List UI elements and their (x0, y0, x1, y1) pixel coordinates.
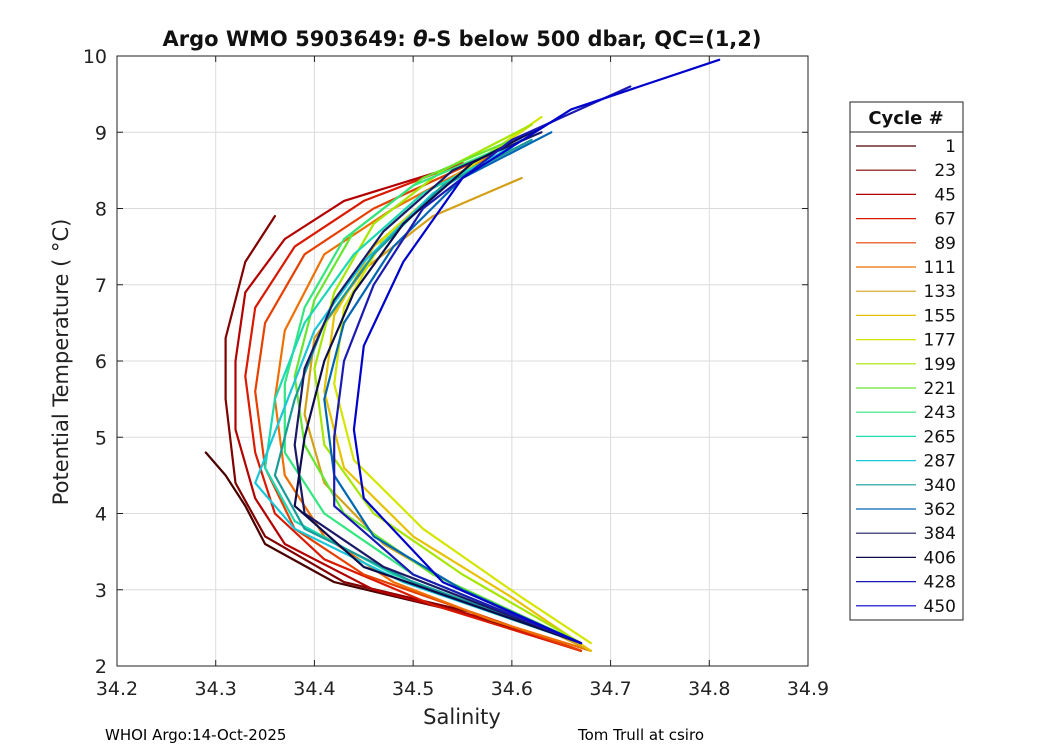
legend-title: Cycle # (868, 108, 943, 129)
legend-label-cycle-340: 340 (924, 476, 956, 496)
y-tick-label: 10 (83, 46, 107, 68)
legend-label-cycle-287: 287 (924, 452, 956, 472)
legend-label-cycle-384: 384 (924, 524, 956, 544)
series-line-cycle-428 (333, 85, 632, 645)
y-tick-label: 4 (95, 504, 107, 526)
x-tick-label: 34.3 (195, 678, 237, 700)
legend-label-cycle-1: 1 (945, 137, 956, 157)
y-tick-label: 9 (95, 122, 107, 144)
footer-left: WHOI Argo:14-Oct-2025 (105, 726, 287, 744)
series-line-cycle-287 (254, 138, 583, 645)
series-line-cycle-89 (254, 161, 583, 652)
x-tick-label: 34.6 (491, 678, 533, 700)
legend-label-cycle-133: 133 (924, 282, 956, 302)
legend-label-cycle-89: 89 (934, 234, 956, 254)
y-tick-label: 6 (95, 351, 107, 373)
legend: Cycle # 1 23 45 67 89 111 133 155 177 199 221 243 26… (849, 101, 964, 621)
y-tick-label: 8 (95, 199, 107, 221)
series-line-cycle-111 (273, 154, 592, 652)
series-line-cycle-199 (313, 123, 583, 645)
tick-layer: 34.2 34.3 34.4 34.5 34.6 34.7 34.8 34.9 2 3 4 5 6 7 8 9… (83, 46, 829, 700)
x-axis-label: Salinity (423, 705, 501, 729)
legend-label-cycle-45: 45 (934, 185, 956, 205)
legend-label-cycle-67: 67 (934, 210, 956, 230)
x-tick-label: 34.8 (688, 678, 730, 700)
legend-label-cycle-406: 406 (924, 548, 956, 568)
chart-title: Argo WMO 5903649: θ-S below 500 dbar, QC… (162, 27, 761, 51)
legend-label-cycle-199: 199 (924, 355, 956, 375)
series-line-cycle-45 (234, 169, 583, 652)
legend-label-cycle-111: 111 (924, 258, 956, 278)
x-tick-label: 34.4 (293, 678, 335, 700)
series-line-cycle-450 (352, 58, 721, 645)
series-line-cycle-243 (283, 146, 583, 645)
x-tick-label: 34.2 (96, 678, 138, 700)
title-theta-symbol: θ (413, 27, 427, 51)
x-tick-label: 34.9 (787, 678, 829, 700)
legend-label-cycle-155: 155 (924, 306, 956, 326)
series-line-cycle-406 (293, 115, 583, 645)
y-tick-label: 7 (95, 275, 107, 297)
x-tick-label: 34.7 (589, 678, 631, 700)
y-tick-label: 2 (95, 656, 107, 678)
series-line-cycle-384 (293, 131, 583, 645)
legend-label-cycle-428: 428 (924, 573, 956, 593)
footer-right: Tom Trull at csiro (578, 726, 704, 744)
legend-label-cycle-265: 265 (924, 427, 956, 447)
legend-label-cycle-221: 221 (924, 379, 956, 399)
x-tick-label: 34.5 (392, 678, 434, 700)
legend-label-cycle-177: 177 (924, 331, 956, 351)
series-line-cycle-67 (244, 161, 583, 652)
legend-label-cycle-450: 450 (924, 597, 956, 617)
legend-items: 1 23 45 67 89 111 133 155 177 199 221 243 265 287 340 3… (856, 137, 956, 617)
legend-label-cycle-243: 243 (924, 403, 956, 423)
y-tick-label: 3 (95, 580, 107, 602)
legend-label-cycle-23: 23 (934, 161, 956, 181)
legend-label-cycle-362: 362 (924, 500, 956, 520)
y-tick-label: 5 (95, 427, 107, 449)
series-layer (204, 58, 721, 652)
grid-layer (117, 56, 808, 666)
y-axis-label: Potential Temperature ( °C) (49, 219, 73, 506)
